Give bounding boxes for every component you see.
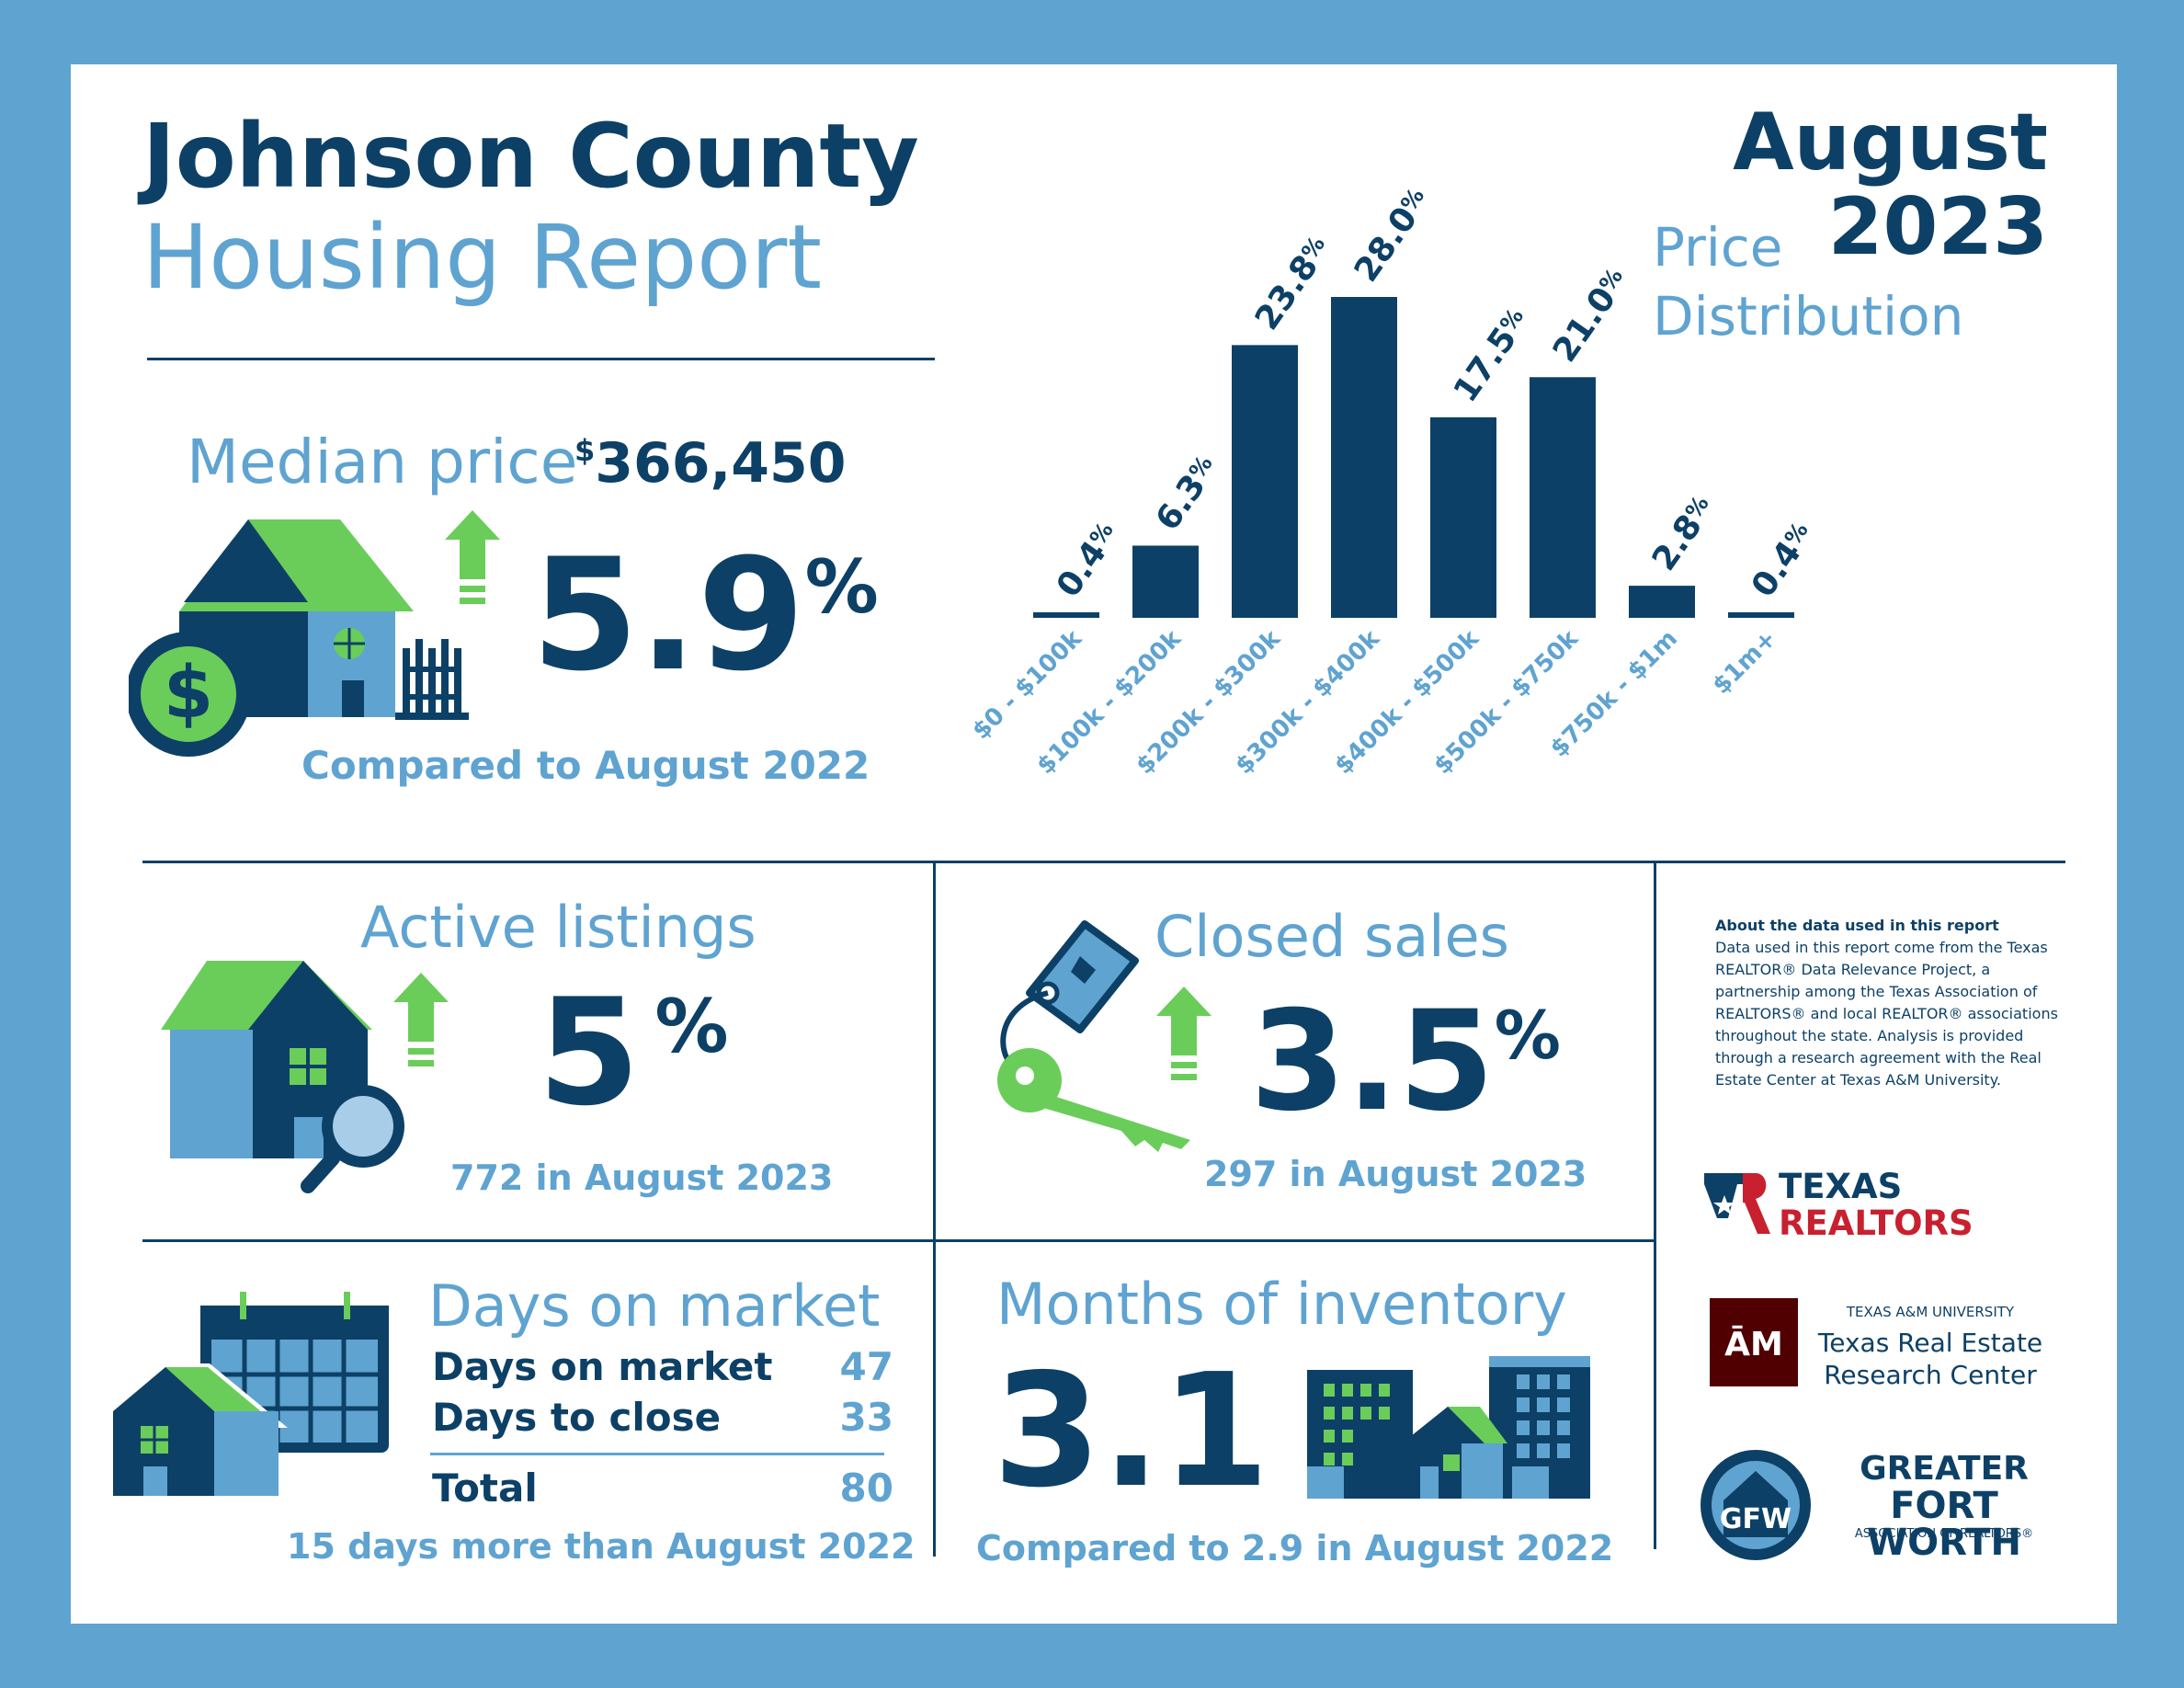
texas-realtors-line2: REALTORS xyxy=(1779,1203,1974,1243)
gfw-line1: GREATER xyxy=(1860,1450,2029,1488)
value-label-2: 23.8% xyxy=(1248,231,1338,337)
gfw-line2: FORT WORTH xyxy=(1867,1485,2021,1564)
active-label: Active listings xyxy=(360,894,756,961)
value-label-1: 6.3% xyxy=(1149,450,1226,537)
median-currency: $ xyxy=(574,433,596,468)
svg-text:$: $ xyxy=(164,652,213,735)
value-label-4: 17.5% xyxy=(1447,302,1537,409)
tamu-logo-icon: ĀM xyxy=(1710,1298,1798,1386)
report-year: 2023 xyxy=(1827,181,2048,273)
tamu-line1: Texas Real Estate xyxy=(1817,1328,2043,1358)
median-price: $366,450 xyxy=(574,436,847,491)
gfw-line3: ASSOCIATION OF REALTORS® xyxy=(1854,1527,2034,1541)
value-label-0: 0.4% xyxy=(1050,517,1127,604)
texas-realtors-logo-icon xyxy=(1704,1173,1770,1234)
median-amount: 366,450 xyxy=(595,431,847,496)
value-label-3: 28.0% xyxy=(1348,182,1438,289)
dom-row1-value: 47 xyxy=(839,1344,893,1389)
bar-6 xyxy=(1629,586,1695,618)
about-body: Data used in this report come from the T… xyxy=(1715,939,2058,1089)
median-change-pct: % xyxy=(804,544,879,630)
dom-total-label: Total xyxy=(432,1466,538,1511)
house-search-icon xyxy=(161,961,404,1193)
bar-7 xyxy=(1728,612,1794,618)
dom-row2-value: 33 xyxy=(839,1395,893,1440)
median-comparison: Compared to August 2022 xyxy=(301,743,870,788)
section-divider-middle xyxy=(142,1239,1655,1242)
svg-text:GFW: GFW xyxy=(1720,1503,1792,1535)
dom-total-value: 80 xyxy=(839,1466,893,1511)
active-up-arrow-icon xyxy=(393,973,449,1066)
texas-realtors-line1: TEXAS xyxy=(1779,1167,1903,1206)
report-month: August xyxy=(1733,97,2048,188)
dom-row2-label: Days to close xyxy=(432,1395,722,1440)
closed-detail: 297 in August 2023 xyxy=(1204,1154,1587,1194)
active-change: 5% xyxy=(538,979,728,1126)
active-change-value: 5 xyxy=(538,966,641,1138)
median-label: Median price xyxy=(187,427,578,497)
column-divider-1 xyxy=(933,862,936,1557)
closed-change-pct: % xyxy=(1494,997,1561,1074)
closed-up-arrow-icon xyxy=(1156,987,1211,1080)
buildings-icon xyxy=(1307,1356,1590,1499)
median-change: 5.9% xyxy=(531,538,879,692)
active-change-pct: % xyxy=(654,984,729,1069)
inventory-comparison: Compared to 2.9 in August 2022 xyxy=(976,1528,1614,1568)
key-tag-icon xyxy=(997,920,1190,1152)
bar-3 xyxy=(1331,297,1397,618)
tamu-line2: Research Center xyxy=(1824,1360,2037,1390)
median-up-arrow-icon xyxy=(445,510,500,604)
chart-title-line2: Distribution xyxy=(1653,285,1964,348)
closed-label: Closed sales xyxy=(1155,903,1509,970)
inventory-label: Months of inventory xyxy=(996,1271,1567,1338)
inventory-value: 3.1 xyxy=(993,1340,1270,1523)
closed-change: 3.5% xyxy=(1250,993,1561,1131)
value-label-5: 21.0% xyxy=(1546,262,1636,369)
title-divider xyxy=(147,358,935,360)
chart-title-line1: Price xyxy=(1653,216,1783,279)
dom-label: Days on market xyxy=(428,1272,881,1340)
svg-text:ĀM: ĀM xyxy=(1724,1325,1783,1363)
dom-total-divider xyxy=(430,1453,884,1455)
active-detail: 772 in August 2023 xyxy=(450,1158,834,1198)
column-divider-2 xyxy=(1654,862,1656,1549)
category-label-7: $1m+ xyxy=(1708,625,1782,700)
value-label-6: 2.8% xyxy=(1645,490,1723,577)
dom-comparison: 15 days more than August 2022 xyxy=(287,1526,916,1567)
bar-4 xyxy=(1430,416,1496,618)
house-money-icon: $ xyxy=(129,519,469,757)
bar-0 xyxy=(1033,612,1099,618)
dom-row1-label: Days on market xyxy=(432,1344,773,1389)
value-label-7: 0.4% xyxy=(1745,517,1822,604)
title-line1: Johnson County xyxy=(142,105,919,208)
tamu-small: TEXAS A&M UNIVERSITY xyxy=(1846,1304,2015,1320)
calendar-house-icon xyxy=(108,1292,389,1496)
section-divider-top xyxy=(142,861,2065,863)
about-heading: About the data used in this report xyxy=(1715,917,1999,934)
gfw-logo-icon: GFW xyxy=(1701,1450,1811,1560)
bar-1 xyxy=(1132,545,1199,618)
bar-2 xyxy=(1232,345,1298,618)
closed-change-value: 3.5 xyxy=(1250,982,1495,1142)
title-line2: Housing Report xyxy=(142,206,822,309)
bar-5 xyxy=(1530,377,1596,618)
median-change-value: 5.9 xyxy=(531,525,805,705)
